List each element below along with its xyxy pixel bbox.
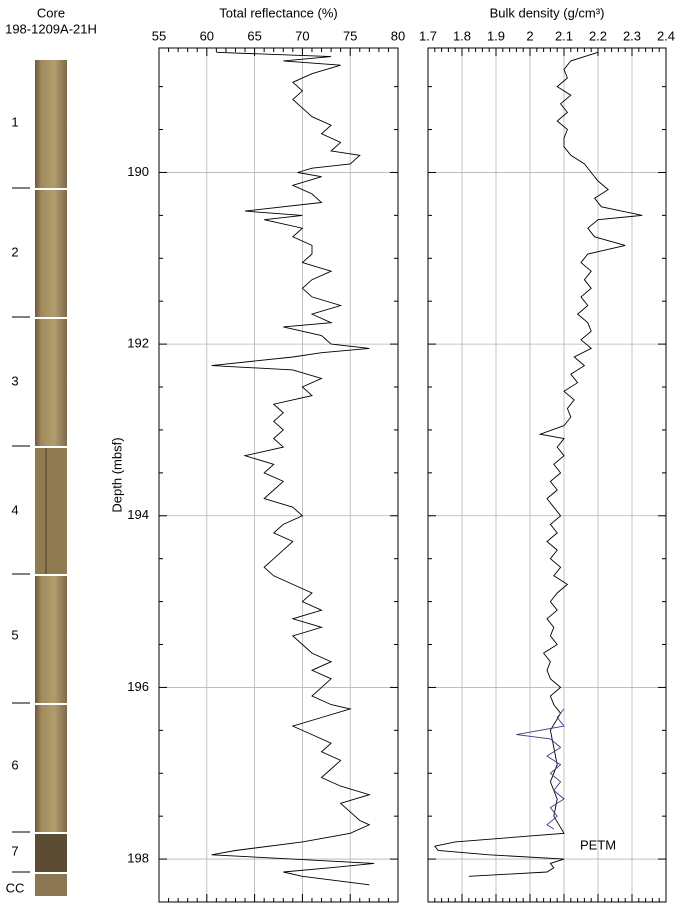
chart-title: Bulk density (g/cm³) [490,5,605,20]
x-tick-label: 65 [247,28,261,43]
x-tick-label: 1.8 [453,28,471,43]
section-boundaries [12,187,30,873]
x-tick-label: 2.3 [623,28,641,43]
section-label: 7 [11,843,18,858]
annotation: PETM [580,838,616,853]
y-tick-label: 190 [127,164,149,179]
y-tick-label: 198 [127,851,149,866]
x-tick-label: 2.4 [657,28,675,43]
x-tick-label: 75 [343,28,357,43]
data-line [433,51,643,877]
x-tick-label: 2.2 [589,28,607,43]
y-axis-title: Depth (mbsf) [109,437,124,512]
section-label: 6 [11,757,18,772]
core-photo [35,60,67,896]
section-label: CC [6,880,25,895]
y-tick-label: 194 [127,507,149,522]
data-line [211,51,375,886]
x-tick-label: 80 [391,28,405,43]
y-tick-label: 192 [127,336,149,351]
section-label: 4 [11,502,18,517]
core-id: 198-1209A-21H [5,21,97,36]
chart-title: Total reflectance (%) [219,5,338,20]
x-tick-label: 60 [200,28,214,43]
x-tick-label: 2.1 [555,28,573,43]
y-tick-label: 196 [127,679,149,694]
x-tick-label: 1.7 [419,28,437,43]
x-tick-label: 1.9 [487,28,505,43]
section-label: 5 [11,627,18,642]
data-line [516,708,565,830]
plot-frame [158,47,399,903]
section-label: 2 [11,244,18,259]
plot-frame [427,47,667,903]
x-tick-label: 2 [526,28,533,43]
x-tick-label: 55 [152,28,166,43]
section-label: 3 [11,373,18,388]
core-title: Core [37,5,65,20]
x-tick-label: 70 [295,28,309,43]
section-label: 1 [11,114,18,129]
